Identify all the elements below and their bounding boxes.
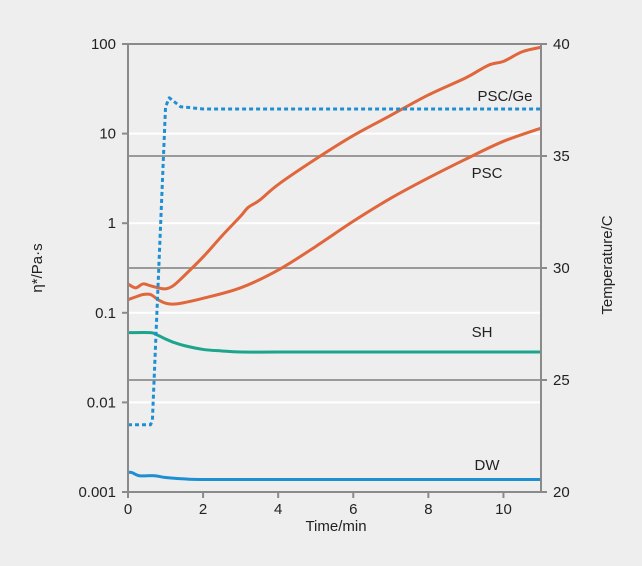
y-left-tick-label-5: 0.001 — [78, 484, 116, 501]
series-line-dw — [127, 470, 541, 482]
x-tick-label-5: 10 — [495, 501, 512, 518]
y-right-tick-label-4: 20 — [553, 484, 570, 501]
series-labels: PSC/Ge PSC SH DW — [472, 88, 533, 474]
series-label-psc-ge: PSC/Ge — [477, 88, 532, 105]
x-tick-label-2: 4 — [274, 501, 282, 518]
y-left-tick-label-2: 1 — [108, 215, 116, 232]
x-tick-label-3: 6 — [349, 501, 357, 518]
series-label-dw: DW — [475, 457, 501, 474]
x-axis-label: Time/min — [305, 518, 366, 535]
y-right-tick-label-2: 30 — [553, 260, 570, 277]
series-layer — [127, 45, 542, 482]
y-axis-label-right: Temperature/C — [599, 215, 616, 314]
y-right-tick-label-3: 25 — [553, 372, 570, 389]
x-tick-label-0: 0 — [124, 501, 132, 518]
x-tick-label-1: 2 — [199, 501, 207, 518]
tick-labels: 0 2 4 6 8 10 100 10 1 0.1 0.01 0.001 40 35 30 25 20 — [78, 36, 569, 518]
series-line-temperature — [128, 96, 541, 427]
y-left-tick-label-1: 10 — [99, 126, 116, 143]
y-right-tick-label-1: 35 — [553, 148, 570, 165]
series-label-psc: PSC — [472, 165, 503, 182]
y-left-tick-label-0: 100 — [91, 36, 116, 53]
series-line-sh — [127, 330, 541, 354]
series-label-sh: SH — [472, 324, 493, 341]
series-line-psc — [127, 126, 542, 306]
grid-lines — [128, 43, 541, 404]
y-left-tick-label-3: 0.1 — [95, 305, 116, 322]
x-tick-label-4: 8 — [424, 501, 432, 518]
y-right-tick-label-0: 40 — [553, 36, 570, 53]
y-axis-label-left: η*/Pa·s — [29, 243, 46, 292]
series-line-psc-ge — [127, 45, 542, 291]
axes — [122, 43, 547, 498]
y-left-tick-label-4: 0.01 — [87, 394, 116, 411]
